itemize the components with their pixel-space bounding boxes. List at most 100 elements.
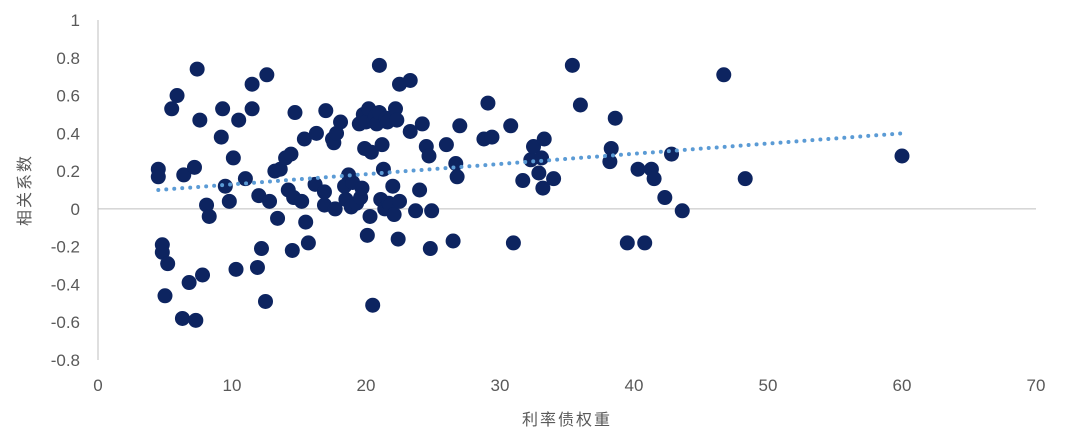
data-point [484,129,500,145]
x-tick-label: 30 [491,376,510,395]
data-point [389,112,405,128]
y-axis-title: 相关系数 [15,154,34,226]
data-point [244,76,260,92]
y-tick-label: -0.2 [51,238,80,257]
data-point [408,203,424,219]
x-tick-label: 10 [223,376,242,395]
data-point [354,180,370,196]
data-point [422,241,438,257]
data-point [237,171,253,187]
data-point [296,131,312,147]
data-point [164,101,180,117]
data-point [154,244,170,260]
data-point [572,97,588,113]
data-point [603,140,619,156]
data-point [316,184,332,200]
data-point [215,101,231,117]
data-point [308,125,324,141]
y-tick-label: 0.8 [56,49,80,68]
data-point [199,197,215,213]
data-point [536,131,552,147]
data-point [630,161,646,177]
data-point [244,101,260,117]
data-point [150,169,166,185]
data-point [189,61,205,77]
data-point [287,105,303,121]
data-point [674,203,690,219]
data-point [270,210,286,226]
data-point [228,261,244,277]
x-tick-labels: 0 10 20 30 40 50 60 70 [93,376,1045,395]
data-point [272,161,288,177]
data-point [186,159,202,175]
data-point [176,167,192,183]
data-point [221,193,237,209]
data-point [390,231,406,247]
data-point [160,256,176,272]
data-point [329,125,345,141]
x-tick-label: 40 [625,376,644,395]
data-point [386,207,402,223]
data-point [294,193,310,209]
data-point [445,233,461,249]
data-point [365,297,381,313]
data-point [375,161,391,177]
data-point [169,88,185,104]
data-point [181,275,197,291]
data-point [298,214,314,230]
data-point [188,312,204,328]
y-tick-labels: -0.8 -0.6 -0.4 -0.2 0 0.2 0.4 0.6 0.8 1 [51,11,80,370]
data-point [602,154,618,170]
data-point [737,171,753,187]
x-tick-label: 60 [893,376,912,395]
x-tick-label: 70 [1027,376,1046,395]
data-point [412,182,428,198]
data-point [201,208,217,224]
y-tick-label: 0 [71,200,80,219]
data-point [414,116,430,132]
data-point [402,123,418,139]
data-point [894,148,910,164]
data-point [262,193,278,209]
data-point [515,173,531,189]
data-point [619,235,635,251]
data-point [526,139,541,155]
data-point [300,235,316,251]
data-points [150,57,910,328]
y-tick-label: -0.4 [51,275,80,294]
data-point [225,150,241,166]
data-point [438,137,454,153]
x-tick-label: 0 [93,376,102,395]
data-point [564,57,580,73]
x-axis-title: 利率债权重 [522,410,612,429]
data-point [249,259,265,275]
data-point [374,137,390,153]
data-point [253,241,269,257]
data-point [259,67,275,83]
y-tick-label: -0.6 [51,313,80,332]
data-point [217,178,233,194]
data-point [363,144,379,160]
data-point [646,171,662,187]
data-point [359,227,375,243]
data-point [327,201,343,217]
x-tick-label: 50 [759,376,778,395]
data-point [449,169,465,185]
data-point [534,150,550,166]
y-tick-label: 0.4 [56,124,80,143]
data-point [503,118,519,134]
data-point [637,235,653,251]
data-point [452,118,468,134]
data-point [402,72,418,88]
data-point [192,112,208,128]
data-point [157,288,173,304]
data-point [535,180,551,196]
y-tick-label: -0.8 [51,351,80,370]
data-point [424,203,440,219]
data-point [546,171,562,187]
data-point [657,190,673,206]
data-point [421,148,437,164]
data-point [716,67,732,83]
data-point [174,310,190,326]
